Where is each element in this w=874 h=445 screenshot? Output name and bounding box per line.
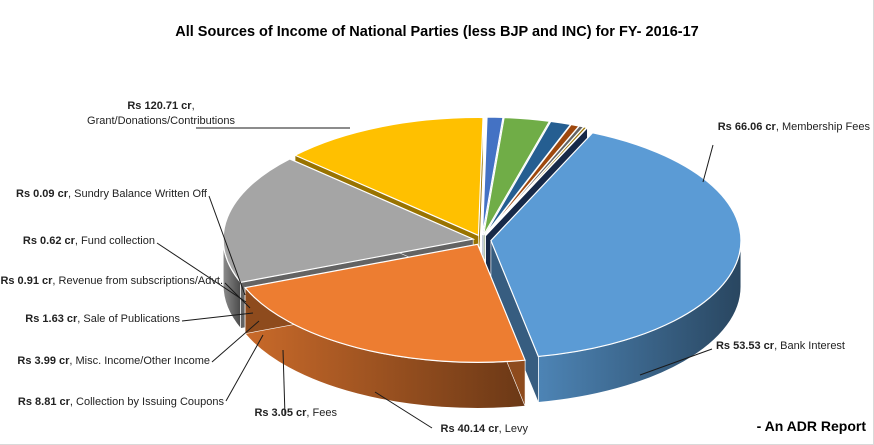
slice-amount: Rs 3.05 cr — [254, 407, 307, 419]
label-layer: Rs 120.71 cr, Grant/Donations/Contributio… — [0, 100, 870, 435]
slice-amount: Rs 0.09 cr — [16, 188, 69, 200]
slice-amount: Rs 8.81 cr — [18, 396, 71, 408]
slice-name: , Levy — [499, 423, 529, 435]
slice-amount: Rs 1.63 cr — [25, 313, 78, 325]
slice-name: , Bank Interest — [774, 340, 845, 352]
pie-slice — [482, 116, 551, 236]
slice-label: Rs 3.05 cr, Fees — [254, 407, 337, 419]
slice-label: Rs 120.71 cr, — [127, 100, 194, 112]
slice-label: Rs 40.14 cr, Levy — [441, 423, 529, 435]
slice-label: Rs 8.81 cr, Collection by Issuing Coupon… — [18, 396, 225, 408]
slice-name: , Fund collection — [75, 235, 155, 247]
slice-label: Rs 3.99 cr, Misc. Income/Other Income — [17, 355, 210, 367]
slice-label: Rs 0.91 cr, Revenue from subscriptions/A… — [0, 275, 223, 287]
pie-slice — [485, 126, 589, 236]
slice-label: Rs 0.09 cr, Sundry Balance Written Off — [16, 188, 208, 200]
leader-line — [639, 348, 713, 376]
slice-name: , Sundry Balance Written Off — [68, 188, 208, 200]
slice-label: Rs 1.63 cr, Sale of Publications — [25, 313, 180, 325]
slice-amount-sep: , — [192, 100, 195, 112]
slice-amount: Rs 120.71 cr — [127, 100, 192, 112]
leader-line — [181, 312, 254, 322]
slice-label: Rs 53.53 cr, Bank Interest — [716, 340, 845, 352]
report-footer: - An ADR Report — [757, 418, 867, 434]
slice-label: Rs 0.62 cr, Fund collection — [23, 235, 155, 247]
pie-slice — [293, 116, 484, 237]
leader-line — [282, 349, 286, 417]
slice-amount: Rs 0.62 cr — [23, 235, 76, 247]
slice-name: , Misc. Income/Other Income — [69, 355, 210, 367]
pie-slice — [243, 243, 526, 363]
pie-slice — [490, 132, 742, 358]
slice-amount: Rs 66.06 cr — [718, 121, 777, 133]
slice-amount: Rs 53.53 cr — [716, 340, 775, 352]
leader-line — [374, 391, 433, 429]
pie-slice — [481, 116, 504, 236]
leader-line — [225, 334, 264, 402]
pie-slice — [222, 158, 476, 284]
chart-title: All Sources of Income of National Partie… — [175, 24, 699, 40]
leader-line — [211, 320, 260, 363]
leader-line — [702, 144, 714, 183]
slice-name: , Membership Fees — [776, 121, 871, 133]
slice-amount: Rs 40.14 cr — [441, 423, 500, 435]
slice-amount: Rs 3.99 cr — [17, 355, 70, 367]
pie-layer — [222, 116, 742, 409]
slice-label: Rs 66.06 cr, Membership Fees — [718, 121, 871, 133]
slice-name: , Revenue from subscriptions/Advt. — [52, 275, 223, 287]
leader-line — [224, 282, 251, 309]
leader-line — [156, 242, 247, 303]
slice-name: , Fees — [306, 407, 337, 419]
slice-amount: Rs 0.91 cr — [0, 275, 53, 287]
slice-name: , Collection by Issuing Coupons — [70, 396, 225, 408]
leader-line — [208, 195, 246, 296]
slice-name: , Sale of Publications — [77, 313, 180, 325]
slice-name: Grant/Donations/Contributions — [87, 115, 235, 127]
